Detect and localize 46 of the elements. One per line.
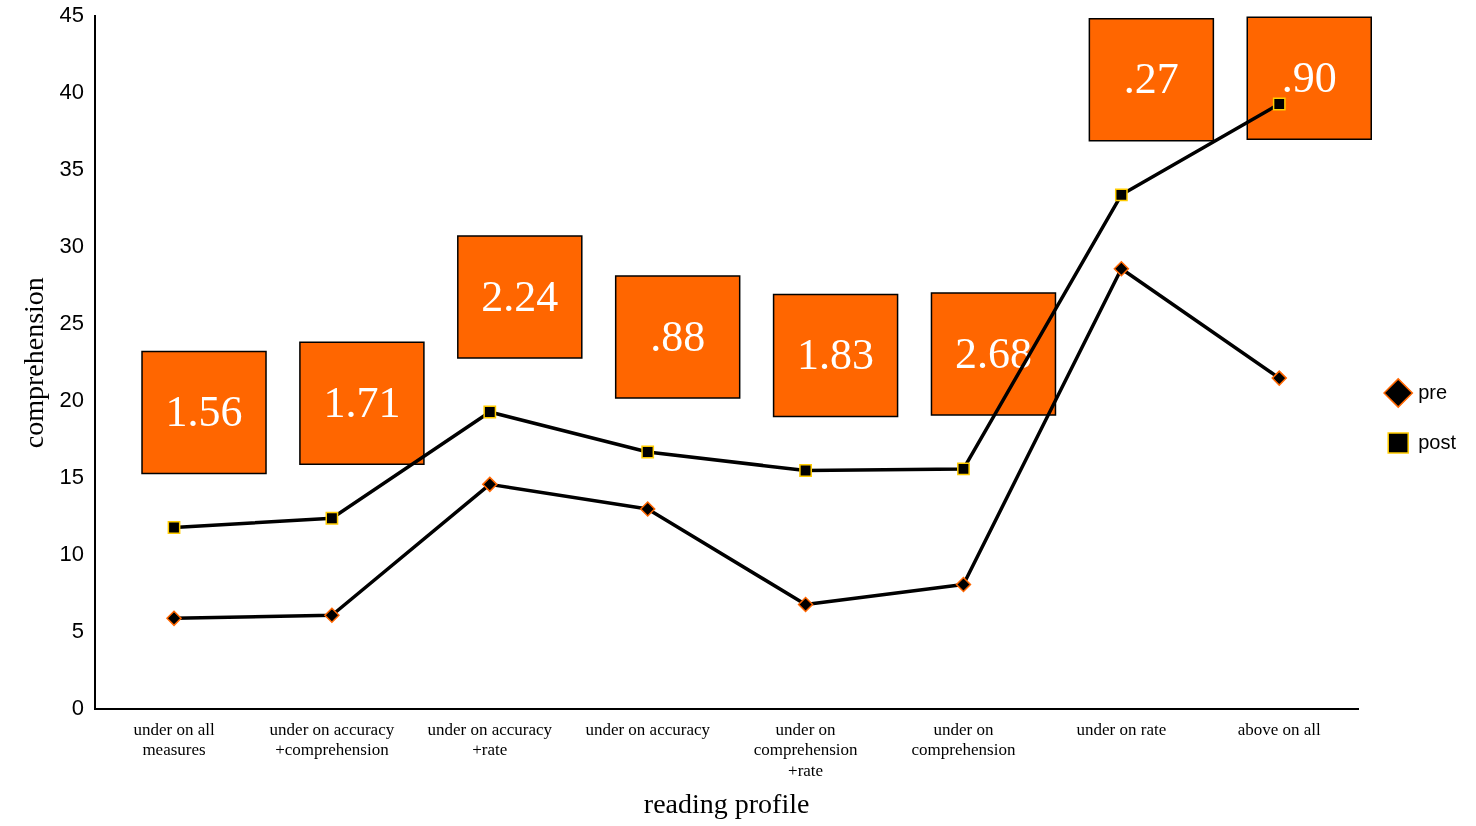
y-tick-label: 25 — [59, 310, 85, 336]
point — [1113, 261, 1130, 277]
point — [483, 405, 497, 419]
y-tick-label: 40 — [59, 79, 85, 105]
point — [166, 610, 182, 627]
point — [799, 464, 812, 477]
point — [482, 476, 498, 493]
point — [1272, 97, 1286, 111]
x-tick-label: under on all measures — [133, 719, 215, 760]
x-axis-title: reading profile — [643, 787, 810, 819]
annotation: 1.71 — [323, 377, 401, 427]
y-tick-label: 10 — [59, 541, 85, 567]
x-tick-label: under on comprehension +rate — [753, 719, 859, 780]
point — [1271, 370, 1287, 386]
legend-label: pre — [1418, 380, 1448, 403]
x-tick-label: above on all — [1237, 719, 1322, 739]
annotation: 2.24 — [481, 271, 559, 321]
point — [957, 462, 970, 476]
y-tick-label: 5 — [71, 618, 85, 644]
point — [955, 576, 972, 593]
x-tick-label: under on comprehension — [911, 719, 1016, 760]
annotation: 1.83 — [797, 330, 875, 380]
point — [797, 596, 814, 613]
y-tick-label: 15 — [59, 464, 85, 490]
x-tick-label: under on rate — [1076, 719, 1167, 739]
y-tick-label: 45 — [59, 2, 85, 28]
annotation: 2.68 — [954, 328, 1032, 378]
annotation: 1.56 — [165, 387, 243, 437]
y-tick-label: 0 — [71, 695, 85, 721]
legend-label: post — [1418, 430, 1457, 453]
annotation: .27 — [1123, 54, 1179, 104]
point — [167, 521, 181, 534]
point — [641, 445, 655, 459]
x-tick-label: under on accuracy +comprehension — [269, 719, 395, 760]
x-tick-label: under on accuracy +rate — [427, 719, 553, 760]
point — [1114, 188, 1128, 202]
y-axis-title: comprehension — [18, 277, 50, 449]
y-tick-label: 35 — [59, 156, 85, 182]
point — [325, 511, 339, 525]
y-tick-label: 20 — [59, 387, 85, 413]
point — [324, 607, 340, 624]
annotation: .88 — [650, 311, 706, 361]
point — [639, 501, 656, 517]
annotation: .90 — [1281, 52, 1337, 102]
y-tick-label: 30 — [59, 233, 85, 259]
x-tick-label: under on accuracy — [585, 719, 711, 739]
